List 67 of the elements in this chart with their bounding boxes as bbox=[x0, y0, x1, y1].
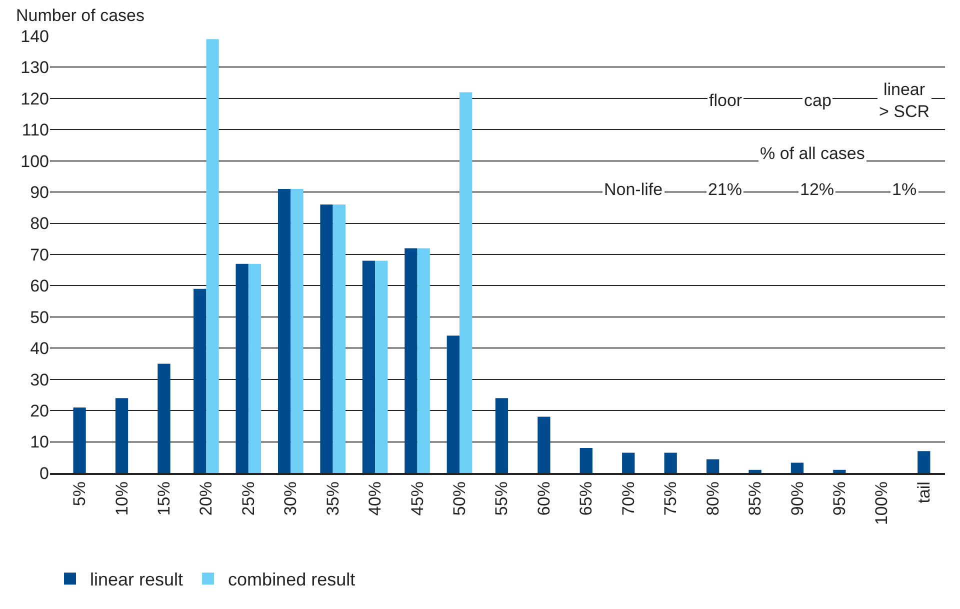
x-tick-label: 10% bbox=[112, 482, 132, 516]
x-tick-label: 90% bbox=[788, 482, 807, 516]
annotation: floor bbox=[709, 91, 742, 110]
annotation: linear > SCR bbox=[879, 80, 930, 122]
y-tick-label: 110 bbox=[22, 120, 49, 140]
y-tick-label: 0 bbox=[40, 464, 49, 483]
y-tick-label: 100 bbox=[20, 152, 49, 171]
y-axis-title: Number of cases bbox=[16, 6, 144, 25]
y-tick-label: 70 bbox=[30, 245, 49, 264]
annotation: 1% bbox=[892, 180, 917, 199]
bar bbox=[790, 462, 804, 473]
y-tick-label: 120 bbox=[20, 89, 49, 108]
annotation: Non-life bbox=[604, 180, 663, 199]
bar bbox=[664, 452, 677, 473]
x-tick-label: 45% bbox=[408, 482, 427, 516]
annotation: % of all cases bbox=[760, 144, 865, 163]
x-tick-label: 50% bbox=[450, 482, 470, 516]
x-tick-label: 100% bbox=[872, 482, 892, 526]
bar bbox=[748, 470, 762, 473]
y-tick-label: 60 bbox=[30, 276, 49, 296]
x-tick-label: 75% bbox=[661, 482, 680, 516]
legend-label: combined result bbox=[228, 570, 356, 590]
bar bbox=[706, 459, 720, 473]
x-tick-label: 60% bbox=[534, 482, 554, 516]
bar bbox=[73, 407, 86, 473]
y-tick-label: 40 bbox=[30, 339, 49, 358]
bar bbox=[206, 39, 219, 473]
x-tick-label: 15% bbox=[154, 482, 174, 516]
x-tick-label: 20% bbox=[196, 482, 216, 516]
x-tick-label: 35% bbox=[323, 482, 342, 516]
bar bbox=[918, 451, 930, 473]
y-tick-label: 10 bbox=[30, 432, 49, 452]
bar bbox=[158, 364, 170, 473]
x-tick-label: 55% bbox=[492, 482, 512, 516]
bar bbox=[375, 260, 388, 473]
bar bbox=[833, 470, 846, 473]
bar bbox=[332, 204, 346, 473]
x-tick-label: 25% bbox=[238, 482, 258, 516]
y-tick-label: 130 bbox=[20, 58, 49, 78]
y-tick-label: 50 bbox=[30, 308, 49, 327]
bar bbox=[495, 398, 508, 473]
legend-label: linear result bbox=[90, 570, 184, 590]
bar bbox=[580, 448, 592, 473]
bar bbox=[248, 264, 262, 473]
x-tick-label: 5% bbox=[70, 482, 90, 506]
y-tick-label: 140 bbox=[20, 26, 49, 46]
y-tick-label: 20 bbox=[30, 402, 49, 421]
x-tick-label: 95% bbox=[830, 482, 849, 516]
y-tick-label: 30 bbox=[30, 370, 49, 390]
bar bbox=[417, 248, 430, 473]
y-tick-label: 80 bbox=[30, 214, 49, 234]
x-tick-label: 80% bbox=[703, 482, 722, 516]
annotation: 21% bbox=[708, 180, 742, 199]
bar bbox=[622, 452, 635, 473]
bar bbox=[290, 188, 304, 473]
annotation: 12% bbox=[800, 180, 834, 199]
bar bbox=[538, 416, 550, 473]
bar bbox=[115, 398, 128, 473]
bar bbox=[460, 92, 472, 473]
y-tick-label: 90 bbox=[30, 183, 49, 202]
annotation: cap bbox=[804, 91, 832, 110]
x-tick-label: 85% bbox=[746, 482, 765, 516]
x-tick-label: tail bbox=[914, 482, 934, 504]
x-tick-label: 40% bbox=[366, 482, 385, 516]
x-tick-label: 30% bbox=[281, 482, 300, 516]
x-tick-label: 70% bbox=[618, 482, 638, 516]
x-tick-label: 65% bbox=[576, 482, 596, 516]
